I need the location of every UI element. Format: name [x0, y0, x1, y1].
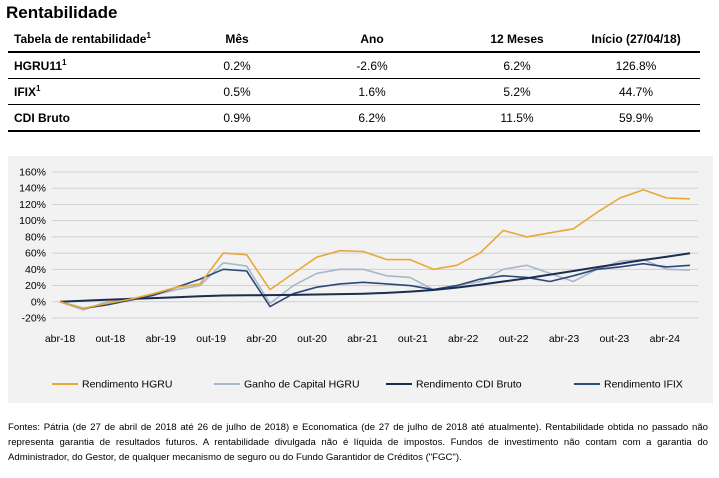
y-tick-label: 40% [25, 264, 46, 276]
y-tick-label: -20% [21, 313, 46, 325]
column-header: Tabela de rentabilidade1 [8, 27, 192, 53]
table-cell: 126.8% [572, 52, 700, 79]
table-cell: 6.2% [462, 52, 572, 79]
y-tick-label: 140% [19, 183, 46, 195]
table-cell: 44.7% [572, 78, 700, 105]
legend-label: Ganho de Capital HGRU [244, 379, 360, 391]
x-tick-label: out-22 [499, 333, 529, 345]
legend-label: Rendimento CDI Bruto [416, 379, 522, 391]
series-line [59, 258, 691, 311]
table-cell: 11.5% [462, 104, 572, 132]
table-row: IFIX1 0.5% 1.6% 5.2% 44.7% [8, 78, 700, 105]
table-cell: 5.2% [462, 78, 572, 105]
rentabilidade-table: Tabela de rentabilidade1 Mês Ano 12 Mese… [8, 27, 700, 132]
legend-label: Rendimento IFIX [604, 379, 683, 391]
page-title: Rentabilidade [6, 3, 118, 22]
row-label: CDI Bruto [8, 104, 192, 132]
column-header: Início (27/04/18) [572, 27, 700, 53]
chart-area: -20% 0% 20% 40% 60% 80% 100% 120% 140% 160% abr-18… [8, 156, 713, 403]
x-tick-label: abr-21 [347, 333, 378, 345]
x-tick-label: abr-19 [146, 333, 177, 345]
table-cell: 1.6% [282, 78, 462, 105]
table-header-row: Tabela de rentabilidade1 Mês Ano 12 Mese… [8, 27, 700, 53]
y-tick-label: 160% [19, 167, 46, 179]
line-chart: -20% 0% 20% 40% 60% 80% 100% 120% 140% 160% abr-18… [19, 167, 698, 391]
y-tick-label: 100% [19, 215, 46, 227]
x-tick-label: abr-20 [246, 333, 277, 345]
column-header: Ano [282, 27, 462, 53]
table-cell: 0.9% [192, 104, 282, 132]
table-cell: 6.2% [282, 104, 462, 132]
table-row: HGRU111 0.2% -2.6% 6.2% 126.8% [8, 52, 700, 79]
x-tick-label: abr-24 [650, 333, 681, 345]
table-cell: 0.5% [192, 78, 282, 105]
column-header: 12 Meses [462, 27, 572, 53]
x-tick-label: out-19 [196, 333, 226, 345]
x-tick-label: abr-18 [45, 333, 76, 345]
x-tick-label: abr-22 [448, 333, 479, 345]
y-tick-label: 20% [25, 280, 46, 292]
x-tick-label: abr-23 [549, 333, 580, 345]
y-tick-label: 0% [31, 296, 46, 308]
series-line [59, 252, 691, 303]
column-header: Mês [192, 27, 282, 53]
x-tick-label: out-23 [600, 333, 630, 345]
row-label: HGRU111 [8, 52, 192, 79]
y-tick-label: 80% [25, 231, 46, 243]
x-tick-label: out-18 [96, 333, 126, 345]
table-row: CDI Bruto 0.9% 6.2% 11.5% 59.9% [8, 104, 700, 132]
table-cell: -2.6% [282, 52, 462, 79]
table-cell: 0.2% [192, 52, 282, 79]
table-cell: 59.9% [572, 104, 700, 132]
x-tick-label: out-20 [297, 333, 327, 345]
legend-label: Rendimento HGRU [82, 379, 172, 391]
series-line [59, 188, 691, 310]
x-tick-label: out-21 [398, 333, 428, 345]
y-tick-label: 120% [19, 199, 46, 211]
footer-note: Fontes: Pátria (de 27 de abril de 2018 a… [8, 422, 708, 463]
row-label: IFIX1 [8, 78, 192, 105]
y-tick-label: 60% [25, 248, 46, 260]
